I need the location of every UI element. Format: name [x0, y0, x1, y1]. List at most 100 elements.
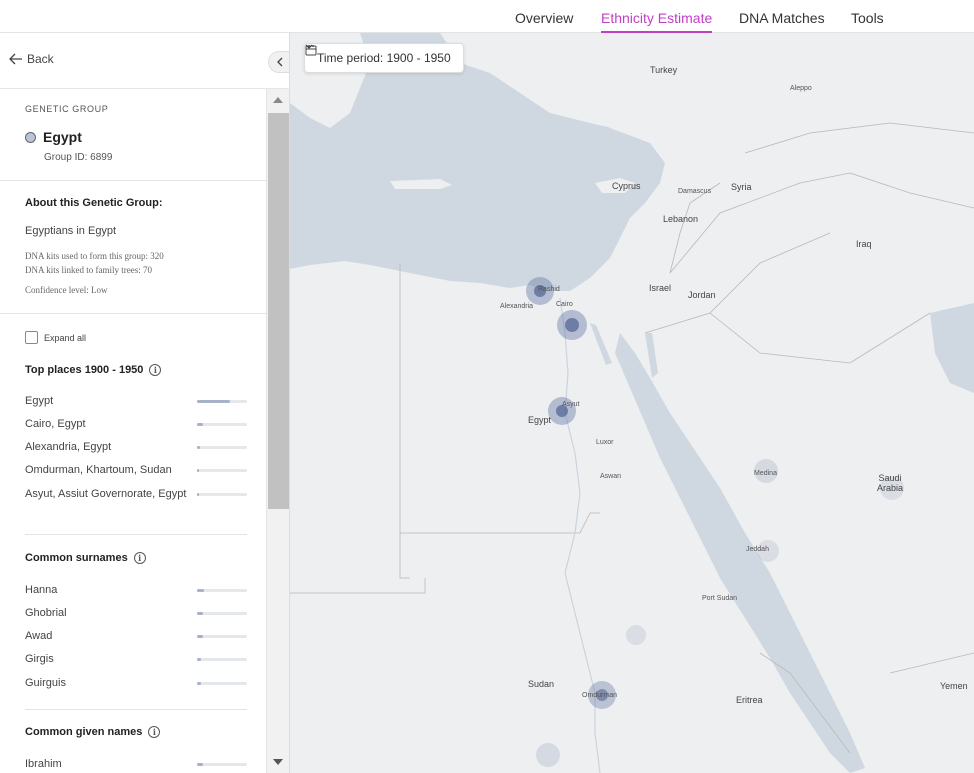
expand-all-toggle[interactable]: Expand all	[25, 331, 86, 344]
map-label-city: Damascus	[678, 188, 712, 195]
scroll-up-icon[interactable]	[273, 97, 283, 103]
list-item: Guirguis	[25, 676, 250, 690]
surname-label: Hanna	[25, 584, 58, 596]
group-color-dot	[25, 131, 36, 143]
about-title: About this Genetic Group:	[25, 197, 163, 209]
map-label-city: Cairo	[556, 301, 573, 308]
surname-label: Girgis	[25, 653, 54, 665]
place-bar	[197, 493, 247, 496]
top-nav: Overview Ethnicity Estimate DNA Matches …	[0, 0, 974, 33]
surname-bar-fill	[197, 635, 203, 638]
scroll-thumb[interactable]	[268, 113, 289, 509]
place-bar	[197, 400, 247, 403]
kits-linked: DNA kits linked to family trees: 70	[25, 265, 152, 275]
kits-used: DNA kits used to form this group: 320	[25, 251, 164, 261]
persian-gulf	[930, 303, 974, 393]
map-label-city: Port Sudan	[702, 595, 738, 602]
surname-label: Ghobrial	[25, 607, 67, 619]
arrow-left-icon	[9, 53, 22, 65]
back-button[interactable]: Back	[9, 52, 54, 66]
place-bar-fill	[197, 423, 203, 426]
time-period-dropdown[interactable]: Time period: 1900 - 1950	[304, 43, 464, 73]
list-item: Awad	[25, 629, 250, 643]
about-description: Egyptians in Egypt	[25, 225, 117, 237]
tab-tools[interactable]: Tools	[851, 10, 884, 26]
info-icon[interactable]: i	[133, 552, 146, 564]
info-icon[interactable]: i	[149, 364, 162, 376]
place-bar	[197, 423, 247, 426]
back-label: Back	[27, 52, 54, 66]
given-name-bar-fill	[197, 763, 203, 766]
map-label-city: Rashid	[538, 286, 560, 293]
time-period-label: Time period: 1900 - 1950	[317, 51, 451, 65]
tab-ethnicity-estimate[interactable]: Ethnicity Estimate	[601, 10, 713, 33]
list-item: Cairo, Egypt	[25, 417, 250, 431]
gulf-of-suez	[590, 323, 612, 365]
divider	[0, 313, 266, 314]
surname-bar	[197, 635, 247, 638]
tab-overview[interactable]: Overview	[515, 10, 574, 26]
given-names-heading: Common given names i	[25, 726, 161, 738]
chevron-left-icon	[276, 57, 282, 67]
map-label-turkey: Turkey	[650, 65, 678, 75]
turkey-coast	[440, 33, 974, 133]
country-borders	[290, 122, 974, 754]
sidebar-scroll-content: GENETIC GROUP Egypt Group ID: 6899 About…	[0, 89, 266, 773]
list-item: Alexandria, Egypt	[25, 440, 250, 454]
calendar-icon	[305, 45, 317, 56]
place-bar	[197, 446, 247, 449]
surname-bar-fill	[197, 682, 201, 685]
kit-stats: DNA kits used to form this group: 320 DN…	[25, 249, 164, 277]
gulf-of-aqaba	[645, 333, 658, 378]
info-icon[interactable]: i	[148, 726, 161, 738]
surname-label: Awad	[25, 630, 53, 642]
map-label-syria: Syria	[731, 182, 752, 192]
top-places-title: Top places 1900 - 1950	[25, 364, 144, 376]
surnames-title: Common surnames	[25, 552, 128, 564]
confidence-level: Confidence level: Low	[25, 285, 108, 295]
map-view[interactable]: Turkey Syria Cyprus Lebanon Israel Jorda…	[290, 33, 974, 773]
map-label-israel: Israel	[649, 283, 672, 293]
sidebar-scrollbar[interactable]	[266, 89, 289, 773]
list-item: Omdurman, Khartoum, Sudan	[25, 463, 250, 477]
crete-island	[390, 179, 452, 189]
given-name-bar	[197, 763, 247, 766]
surname-bar	[197, 612, 247, 615]
section-label: GENETIC GROUP	[25, 104, 109, 114]
place-bar-fill	[197, 400, 230, 403]
map-label-city: Jeddah	[746, 546, 769, 553]
red-sea	[615, 333, 865, 773]
list-item: Egypt	[25, 394, 250, 408]
map-label-city: Aleppo	[790, 85, 812, 92]
map-label-city: Luxor	[596, 439, 614, 446]
group-name: Egypt	[43, 129, 82, 145]
expand-all-checkbox[interactable]	[25, 331, 38, 344]
map-label-egypt: Egypt	[528, 415, 552, 425]
scroll-down-icon[interactable]	[273, 759, 283, 765]
map-label-city: Omdurman	[582, 692, 618, 699]
place-label: Omdurman, Khartoum, Sudan	[25, 464, 172, 476]
list-item: Ghobrial	[25, 606, 250, 620]
surnames-heading: Common surnames i	[25, 552, 146, 564]
map-label-city: Medina	[754, 470, 777, 477]
collapse-sidebar-button[interactable]	[268, 51, 289, 73]
place-bar-fill	[197, 493, 199, 496]
place-bar-fill	[197, 446, 200, 449]
surname-bar	[197, 658, 247, 661]
place-label: Asyut, Assiut Governorate, Egypt	[25, 488, 187, 500]
map-label-yemen: Yemen	[940, 681, 968, 691]
divider	[0, 180, 266, 181]
list-item: Girgis	[25, 652, 250, 666]
map-label-saudi-arabia: Saudi Arabia	[876, 473, 903, 493]
surname-bar-fill	[197, 658, 201, 661]
group-id: Group ID: 6899	[44, 152, 113, 163]
genetic-group-sidebar: Back GENETIC GROUP Egypt Group ID: 6899 …	[0, 33, 290, 773]
divider	[25, 709, 247, 710]
top-places-heading: Top places 1900 - 1950 i	[25, 364, 162, 376]
surname-bar-fill	[197, 612, 203, 615]
map-label-cyprus: Cyprus	[612, 181, 641, 191]
surname-bar	[197, 682, 247, 685]
list-item: Hanna	[25, 583, 250, 597]
surname-label: Guirguis	[25, 677, 66, 689]
tab-dna-matches[interactable]: DNA Matches	[739, 10, 825, 26]
